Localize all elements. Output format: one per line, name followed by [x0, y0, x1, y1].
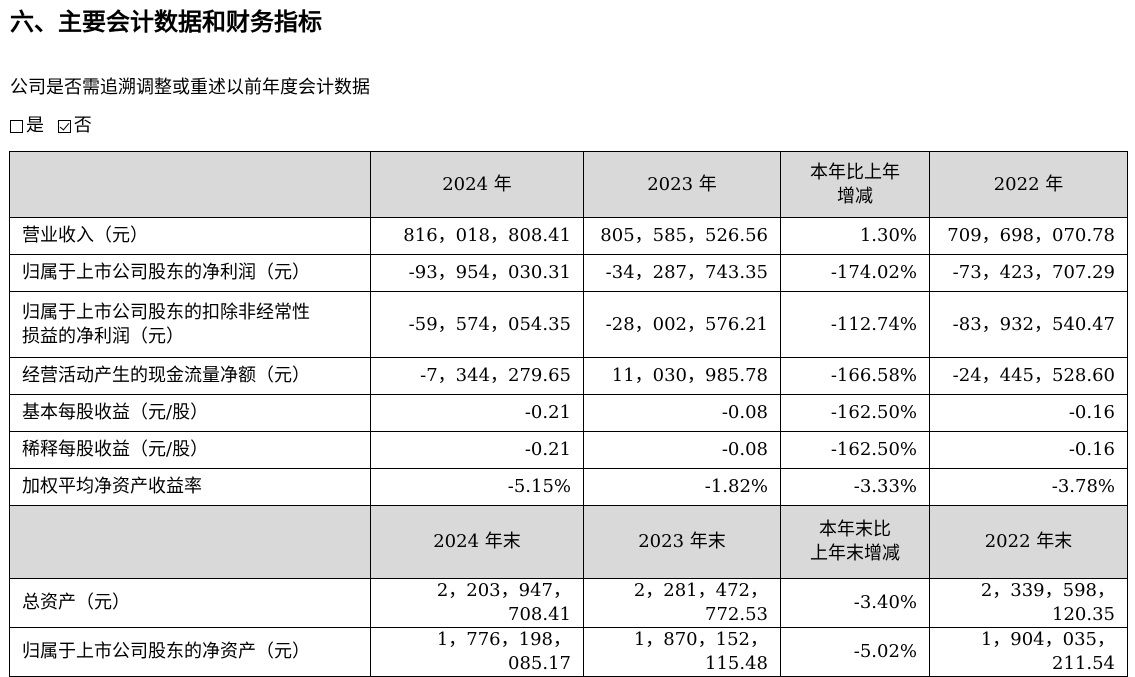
value-change: 1.30%: [780, 217, 930, 255]
value-2024: 1，776，198，085.17: [370, 627, 584, 677]
value-change: -162.50%: [780, 431, 930, 469]
header-2022: 2022 年: [929, 151, 1128, 218]
value-change: -5.02%: [780, 627, 930, 677]
value-2022: -73，423，707.29: [929, 254, 1128, 292]
value-2022: 2，339，598，120.35: [929, 578, 1128, 628]
option-no[interactable]: 否: [57, 112, 92, 140]
header-2023: 2023 年: [583, 151, 781, 218]
value-2024: -5.15%: [370, 468, 584, 506]
value-2023: -1.82%: [583, 468, 781, 506]
value-2024: 2，203，947，708.41: [370, 578, 584, 628]
value-2022: -24，445，528.60: [929, 357, 1128, 395]
value-2022: -3.78%: [929, 468, 1128, 506]
table-row: 总资产（元） 2，203，947，708.41 2，281，472，772.53…: [9, 578, 1128, 628]
value-change: -166.58%: [780, 357, 930, 395]
value-2024: -93，954，030.31: [370, 254, 584, 292]
row-label: 加权平均净资产收益率: [9, 468, 371, 506]
row-label: 营业收入（元）: [9, 217, 371, 255]
table-row: 经营活动产生的现金流量净额（元） -7，344，279.65 11，030，98…: [9, 357, 1128, 395]
option-no-label: 否: [73, 115, 92, 136]
value-2022: -0.16: [929, 431, 1128, 469]
header-change-line1: 本年比上年: [810, 161, 900, 183]
header-corner-cell: [9, 151, 371, 218]
header-2024: 2024 年: [370, 151, 584, 218]
value-change: -174.02%: [780, 254, 930, 292]
value-2023: 1，870，152，115.48: [583, 627, 781, 677]
row-label: 总资产（元）: [9, 578, 371, 628]
financial-indicators-table: 2024 年 2023 年 本年比上年 增减 2022 年 营业收入（元） 81…: [9, 151, 1128, 677]
header-change-end-line2: 上年末增减: [810, 543, 900, 564]
table-header-row: 2024 年 2023 年 本年比上年 增减 2022 年: [9, 151, 1128, 218]
value-2023: 11，030，985.78: [583, 357, 781, 395]
table-row: 归属于上市公司股东的扣除非经常性 损益的净利润（元） -59，574，054.3…: [9, 291, 1128, 358]
row-label: 经营活动产生的现金流量净额（元）: [9, 357, 371, 395]
table-row: 基本每股收益（元/股） -0.21 -0.08 -162.50% -0.16: [9, 394, 1128, 432]
row-label: 归属于上市公司股东的扣除非经常性 损益的净利润（元）: [9, 291, 371, 358]
value-change: -3.40%: [780, 578, 930, 628]
value-2023: -34，287，743.35: [583, 254, 781, 292]
value-2022: -83，932，540.47: [929, 291, 1128, 358]
value-2024: -0.21: [370, 394, 584, 432]
value-2024: 816，018，808.41: [370, 217, 584, 255]
restatement-options: 是 否: [10, 112, 100, 142]
value-2024: -7，344，279.65: [370, 357, 584, 395]
value-2023: -0.08: [583, 431, 781, 469]
option-yes[interactable]: 是: [10, 112, 44, 140]
table-row: 稀释每股收益（元/股） -0.21 -0.08 -162.50% -0.16: [9, 431, 1128, 469]
section-title: 六、主要会计数据和财务指标: [10, 8, 322, 36]
table-row: 归属于上市公司股东的净利润（元） -93，954，030.31 -34，287，…: [9, 254, 1128, 292]
value-change: -3.33%: [780, 468, 930, 506]
header-2024-end: 2024 年末: [370, 505, 584, 579]
value-2023: -0.08: [583, 394, 781, 432]
value-change: -162.50%: [780, 394, 930, 432]
row-label: 基本每股收益（元/股）: [9, 394, 371, 432]
value-2023: 2，281，472，772.53: [583, 578, 781, 628]
value-2024: -59，574，054.35: [370, 291, 584, 358]
value-change: -112.74%: [780, 291, 930, 358]
row-label: 稀释每股收益（元/股）: [9, 431, 371, 469]
checked-box-icon: [57, 119, 71, 133]
header-2022-end: 2022 年末: [929, 505, 1128, 579]
header-2023-end: 2023 年末: [583, 505, 781, 579]
row-label-line2: 损益的净利润（元）: [22, 325, 184, 347]
restatement-question: 公司是否需追溯调整或重述以前年度会计数据: [10, 77, 370, 98]
header-corner-cell: [9, 505, 371, 579]
header-change-end-line1: 本年末比: [819, 519, 891, 540]
table-row: 营业收入（元） 816，018，808.41 805，585，526.56 1.…: [9, 217, 1128, 255]
row-label: 归属于上市公司股东的净利润（元）: [9, 254, 371, 292]
value-2022: -0.16: [929, 394, 1128, 432]
value-2022: 1，904，035，211.54: [929, 627, 1128, 677]
table-header-row: 2024 年末 2023 年末 本年末比 上年末增减 2022 年末: [9, 505, 1128, 579]
value-2024: -0.21: [370, 431, 584, 469]
option-yes-label: 是: [26, 115, 44, 136]
value-2023: -28，002，576.21: [583, 291, 781, 358]
value-2023: 805，585，526.56: [583, 217, 781, 255]
row-label-line1: 归属于上市公司股东的扣除非经常性: [22, 301, 310, 323]
header-change-line2: 增减: [837, 185, 873, 207]
header-change-end: 本年末比 上年末增减: [780, 505, 930, 579]
row-label: 归属于上市公司股东的净资产（元）: [9, 627, 371, 677]
table-row: 归属于上市公司股东的净资产（元） 1，776，198，085.17 1，870，…: [9, 627, 1128, 677]
unchecked-box-icon: [10, 119, 23, 133]
value-2022: 709，698，070.78: [929, 217, 1128, 255]
header-change: 本年比上年 增减: [780, 151, 930, 218]
table-row: 加权平均净资产收益率 -5.15% -1.82% -3.33% -3.78%: [9, 468, 1128, 506]
